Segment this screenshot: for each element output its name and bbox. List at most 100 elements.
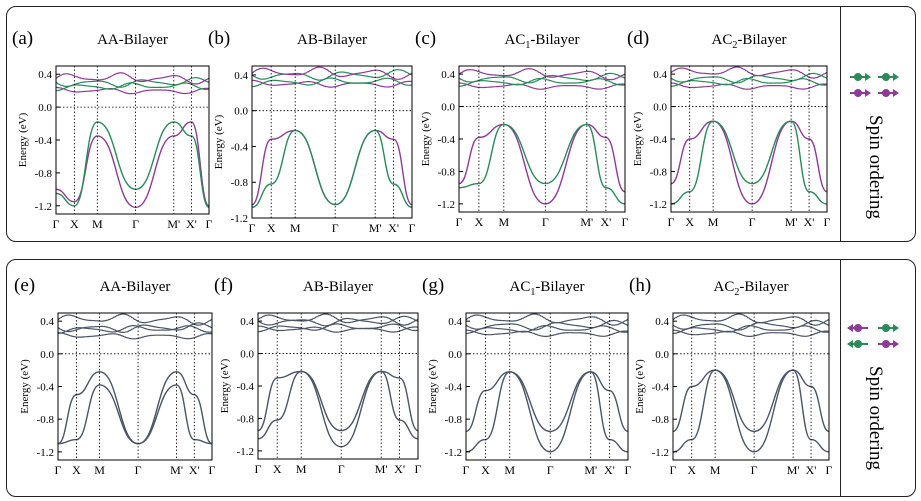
x-tick-label: Γ <box>625 463 632 477</box>
conduction-band <box>258 315 418 327</box>
y-tick-label: 0.0 <box>655 349 669 361</box>
y-tick-label: 0.0 <box>653 102 667 114</box>
plot-area <box>671 66 827 205</box>
y-axis-label: Energy (eV) <box>17 112 29 167</box>
conduction-band <box>671 66 827 79</box>
x-tick-label: Γ <box>547 463 554 477</box>
plot-frame <box>57 312 213 461</box>
valence-band <box>459 123 625 205</box>
y-tick-label: -0.4 <box>231 141 249 153</box>
x-tick-label: M <box>92 217 103 231</box>
x-tick-label: Γ <box>132 217 139 231</box>
spin-arrow <box>878 73 899 81</box>
y-tick-label: -0.8 <box>37 414 55 426</box>
panel-letter: (c) <box>415 28 436 49</box>
x-tick-label: M' <box>369 221 382 235</box>
legend-divider <box>840 260 841 496</box>
x-tick-label: Γ <box>670 463 677 477</box>
plot-frame <box>55 65 210 215</box>
x-tick-label: X <box>267 221 276 235</box>
y-axis-label: Energy (eV) <box>219 358 231 413</box>
conduction-band <box>673 329 829 337</box>
panel-title-subscript: 2 <box>734 287 739 298</box>
x-tick-label: M <box>296 462 307 476</box>
legend-divider <box>840 7 841 241</box>
valence-band <box>252 129 412 206</box>
x-tick-label: M' <box>580 215 593 229</box>
x-tick-label: Γ <box>622 215 629 229</box>
panel-title-subscript: 1 <box>530 287 535 298</box>
spin-arrow-head <box>847 324 853 332</box>
x-tick-label: X' <box>806 463 817 477</box>
band-panel-4: (e) AA-Bilayer Energy (eV) 0.4 0.0 -0.4 -0.8 -1… <box>14 275 216 477</box>
y-tick-label: 0.4 <box>655 316 669 328</box>
x-tick-label: Γ <box>668 215 675 229</box>
conduction-band <box>58 332 212 340</box>
x-tick-label: M <box>504 463 515 477</box>
x-tick-label: Γ <box>206 217 213 231</box>
conduction-band <box>258 313 418 326</box>
spin-arrow <box>878 89 899 97</box>
y-tick-label: -0.4 <box>652 382 670 394</box>
conduction-band <box>252 66 412 80</box>
y-axis-label: Energy (eV) <box>634 359 646 414</box>
ferromagnetic-panel-group: Spin ordering <box>6 6 916 242</box>
y-tick-label: -0.4 <box>35 135 53 147</box>
spin-arrow-head <box>865 89 871 97</box>
y-tick-label: 0.0 <box>448 349 462 361</box>
panel-title: AB-Bilayer <box>297 32 367 48</box>
valence-band <box>673 369 829 433</box>
conduction-band <box>459 68 625 81</box>
x-tick-label: Γ <box>826 463 833 477</box>
x-tick-label: X' <box>600 215 611 229</box>
panel-letter: (a) <box>12 28 33 49</box>
panel-letter: (f) <box>214 275 233 296</box>
panel-title-rest: -Bilayer <box>739 279 788 295</box>
valence-band <box>466 371 628 433</box>
panel-title: AA-Bilayer <box>97 32 168 48</box>
x-tick-label: X' <box>394 462 405 476</box>
x-tick-label: M <box>498 215 509 229</box>
y-tick-label: -0.8 <box>438 166 456 178</box>
y-tick-label: 0.4 <box>240 316 254 328</box>
conduction-band <box>466 329 628 337</box>
x-tick-label: X' <box>388 221 399 235</box>
conduction-band <box>459 77 625 87</box>
y-axis-label: Energy (eV) <box>19 359 31 414</box>
x-tick-label: Γ <box>53 217 60 231</box>
band-panel-7: (h) AC2-Bilayer Energy (eV) 0.4 0.0 -0.4 -0.8 -… <box>629 275 833 477</box>
x-tick-label: Γ <box>824 215 831 229</box>
x-tick-label: M' <box>167 217 180 231</box>
spin-arrows-bottom <box>847 324 899 348</box>
conduction-band <box>252 69 412 81</box>
y-tick-label: 0.0 <box>240 349 254 361</box>
x-tick-label: X' <box>189 463 200 477</box>
band-panel-2: (c) AC1-Bilayer Energy (eV) 0.4 0.0 -0.4 -0.8 -… <box>415 28 629 229</box>
x-tick-label: X <box>481 463 490 477</box>
x-tick-label: M' <box>375 462 388 476</box>
band-panel-1: (b) AB-Bilayer Energy (eV) 0.4 0.0 -0.4 -0.8 -1… <box>208 28 416 235</box>
y-tick-label: 0.0 <box>234 106 248 118</box>
y-axis-label: Energy (eV) <box>427 359 439 414</box>
panel-letter: (b) <box>208 28 230 49</box>
spin-arrow <box>878 324 899 332</box>
panel-title: AC2-Bilayer <box>714 279 789 298</box>
spin-arrow-head <box>865 73 871 81</box>
x-tick-label: M <box>708 215 719 229</box>
conduction-band <box>258 325 418 333</box>
panel-title: AC2-Bilayer <box>712 32 787 51</box>
x-tick-label: X <box>70 217 79 231</box>
plot-area <box>252 66 412 208</box>
y-tick-label: -1.2 <box>438 199 455 211</box>
valence-band <box>466 371 628 453</box>
x-tick-label: X <box>475 215 484 229</box>
valence-band <box>459 123 625 205</box>
conduction-band <box>673 313 829 326</box>
valence-band <box>671 120 827 205</box>
panel-title-rest: -Bilayer <box>737 32 786 48</box>
valence-band <box>258 370 418 432</box>
x-tick-label: Γ <box>135 463 142 477</box>
y-tick-label: -0.4 <box>445 382 463 394</box>
x-tick-label: X' <box>804 215 815 229</box>
panel-title: AC1-Bilayer <box>505 32 580 51</box>
